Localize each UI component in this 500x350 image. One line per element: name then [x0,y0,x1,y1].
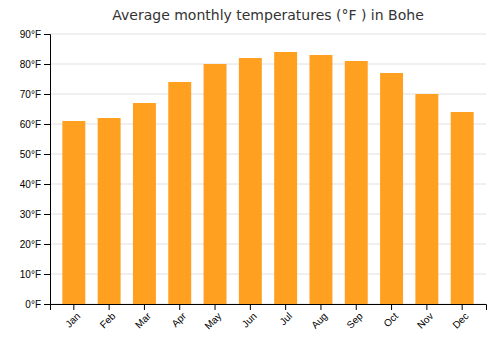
bar [415,94,438,304]
bar [345,61,368,304]
tick: 10°F [20,269,50,280]
tick-label: 50°F [20,149,41,160]
tick-mark [320,304,321,310]
tick: 70°F [20,89,50,100]
tick-mark [462,304,463,310]
tick-mark [44,304,50,305]
tick-label: 70°F [20,89,41,100]
axis-line [44,35,51,305]
tick-label: 90°F [20,29,41,40]
tick: 40°F [20,179,50,190]
tick-mark [44,214,50,215]
tick-mark [179,304,180,310]
tick: Mar [133,304,153,330]
chart: Jan Feb Mar Apr May Jun Jul Aug Sep Oct Nov Dec 0°F 1… [0,0,500,350]
tick-label: Sep [344,310,365,331]
tick-mark [356,304,357,310]
tick-mark [44,274,50,275]
tick: Dec [450,304,470,331]
tick: 90°F [20,29,50,40]
bar [98,118,121,304]
tick-label: Apr [169,310,188,329]
tick-label: 30°F [20,209,41,220]
tick-mark [250,304,251,310]
bar [239,58,262,304]
bar [133,103,156,304]
tick: 60°F [20,119,50,130]
bars [62,52,473,304]
tick: May [202,304,223,332]
bar [309,55,332,304]
tick-mark [44,184,50,185]
tick-label: Oct [381,310,400,329]
tick: Nov [415,304,435,331]
tick-label: Jul [277,310,294,327]
y-axis: 0°F 10°F 20°F 30°F 40°F 50°F 60°F 70°F 80°F 90°F [20,29,51,310]
tick-mark [144,304,145,310]
tick-label: 20°F [20,239,41,250]
tick: 50°F [20,149,50,160]
x-axis: Jan Feb Mar Apr May Jun Jul Aug Sep Oct Nov Dec [51,304,487,332]
tick-mark [44,34,50,35]
grid-line [50,34,486,35]
bar [274,52,297,304]
tick-label: Nov [415,310,435,330]
tick-mark [73,304,74,310]
tick: 0°F [25,299,50,310]
tick-label: May [202,310,223,331]
tick: Jan [63,304,82,330]
tick-label: 80°F [20,59,41,70]
tick-label: Dec [450,310,470,330]
tick-mark [109,304,110,310]
tick-label: Jun [240,310,259,329]
tick-mark [44,94,50,95]
tick-label: Feb [98,310,118,330]
bar [204,64,227,304]
tick-mark [44,64,50,65]
bar [451,112,474,304]
tick-label: 0°F [25,299,41,310]
tick: Sep [344,304,365,331]
bar [380,73,403,304]
tick-mark [391,304,392,310]
grid [50,34,486,304]
bar [168,82,191,304]
tick: Jul [277,304,294,327]
tick: Jun [240,304,259,330]
tick-label: 10°F [20,269,41,280]
tick: Feb [98,304,118,330]
tick: 20°F [20,239,50,250]
grid-line [50,64,486,65]
tick: Oct [381,304,400,329]
tick-label: Jan [63,310,82,329]
tick: 30°F [20,209,50,220]
title: Average monthly temperatures (°F ) in Bo… [112,7,424,23]
tick: Apr [169,304,188,329]
tick-label: Aug [309,310,329,330]
tick-mark [44,154,50,155]
tick-mark [426,304,427,310]
bar [62,121,85,304]
tick-label: 60°F [20,119,41,130]
tick-label: 40°F [20,179,41,190]
tick: Aug [309,304,329,331]
plot: Jan Feb Mar Apr May Jun Jul Aug Sep Oct Nov Dec 0°F 1… [20,29,487,332]
axis-line [51,305,487,311]
tick: 80°F [20,59,50,70]
tick-mark [215,304,216,310]
tick-mark [44,244,50,245]
tick-mark [285,304,286,310]
tick-label: Mar [133,310,153,330]
tick-mark [44,124,50,125]
